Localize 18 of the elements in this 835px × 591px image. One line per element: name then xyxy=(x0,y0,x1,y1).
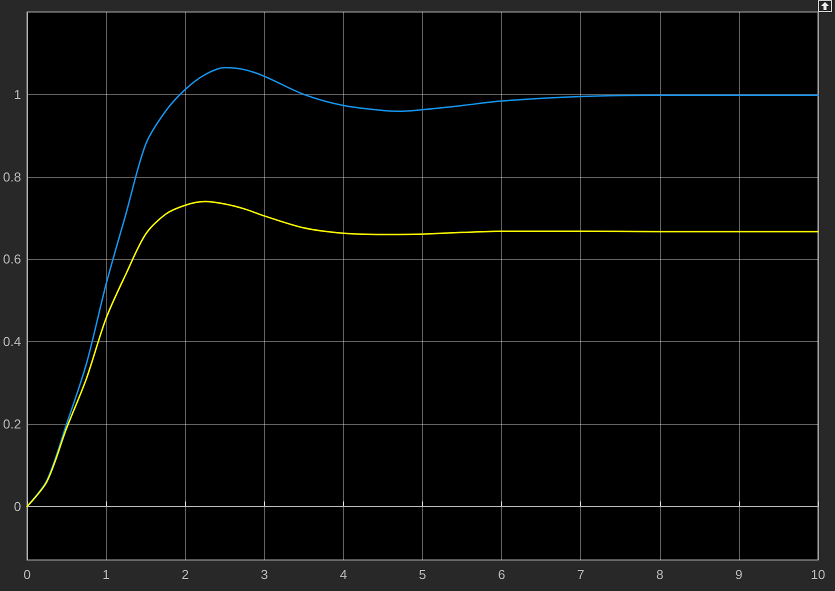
x-tick-label: 1 xyxy=(102,567,110,582)
line-series xyxy=(26,200,819,508)
x-tick-label: 10 xyxy=(810,567,826,582)
x-tick-label: 3 xyxy=(260,567,268,582)
x-tick-label: 6 xyxy=(498,567,506,582)
y-tick-label: 1 xyxy=(14,86,22,102)
x-tick-label: 5 xyxy=(418,567,426,582)
x-tick-label: 9 xyxy=(735,567,743,582)
x-tick-label: 8 xyxy=(656,567,664,582)
x-tick-label: 4 xyxy=(340,567,348,582)
x-tick-label: 0 xyxy=(23,567,31,582)
x-tick-label: 7 xyxy=(577,567,584,582)
y-tick-label: 0.6 xyxy=(2,252,22,267)
y-tick-label: 0.8 xyxy=(2,169,22,184)
y-tick-label: 0.2 xyxy=(2,416,22,432)
y-tick-label: 0 xyxy=(14,498,22,514)
x-tick-label: 2 xyxy=(182,567,189,582)
y-tick-label: 0.4 xyxy=(2,334,22,350)
